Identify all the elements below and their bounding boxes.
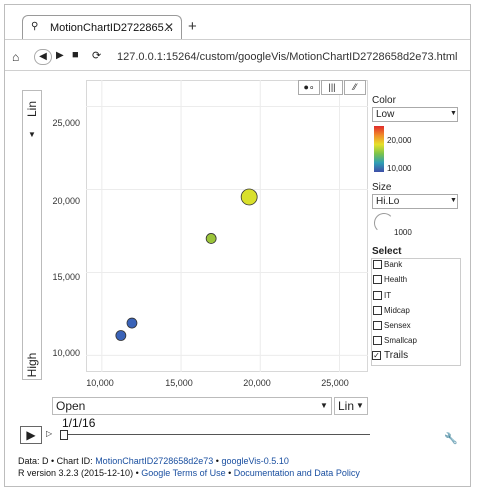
select-item-label: Bank — [384, 260, 403, 269]
x-tick-label: 25,000 — [321, 378, 349, 388]
bubble-chart-tab[interactable]: ●∘ — [298, 80, 320, 95]
new-tab-button[interactable]: + — [188, 18, 197, 35]
x-variable-label: Open — [56, 399, 86, 413]
select-item-label: IT — [384, 291, 392, 300]
y-tick-label: 25,000 — [52, 118, 80, 128]
select-checkbox[interactable] — [373, 291, 382, 300]
select-item-label: Sensex — [384, 321, 411, 330]
tab-title: MotionChartID2722865... — [50, 22, 173, 34]
tab-close-icon[interactable]: ✕ — [164, 20, 175, 34]
timeline-track[interactable] — [60, 434, 370, 435]
footer-r-version: R version 3.2.3 (2015-12-10) • — [18, 468, 142, 478]
select-checkbox[interactable] — [373, 306, 382, 315]
y-scale-dropdown-icon[interactable]: ▼ — [28, 130, 36, 139]
forward-icon[interactable]: ▶ — [56, 50, 64, 61]
select-checkbox[interactable] — [373, 275, 382, 284]
speed-control-icon[interactable]: ▷ — [46, 429, 53, 438]
color-select[interactable]: Low — [372, 107, 458, 122]
size-scale-circle-icon — [374, 213, 394, 233]
select-checkbox[interactable] — [373, 260, 382, 269]
settings-wrench-icon[interactable]: 🔧 — [444, 433, 458, 445]
terms-link[interactable]: Google Terms of Use — [141, 468, 226, 478]
data-bubble[interactable] — [115, 330, 127, 341]
address-bar — [5, 40, 470, 71]
colorbar-tick: 10,000 — [387, 164, 412, 173]
color-dropdown-icon[interactable]: ▼ — [450, 110, 457, 117]
select-item-label: Health — [384, 275, 408, 284]
browser-window — [4, 4, 471, 487]
googlevis-link[interactable]: googleVis-0.5.10 — [221, 456, 289, 466]
y-tick-label: 10,000 — [52, 348, 80, 358]
chart-id-link[interactable]: MotionChartID2728658d2e73 — [95, 456, 214, 466]
size-select-value: Hi.Lo — [376, 196, 400, 207]
size-dropdown-icon[interactable]: ▼ — [450, 197, 457, 204]
footer-separator: • — [213, 456, 222, 466]
trails-checkbox[interactable]: ✓ — [372, 351, 381, 360]
select-list — [371, 258, 461, 366]
home-icon[interactable]: ⌂ — [12, 50, 20, 64]
folder-icon[interactable]: ■ — [72, 49, 79, 61]
x-scale-label: Lin — [338, 399, 355, 413]
current-date: 1/1/16 — [62, 416, 96, 430]
page-icon: ⚲ — [31, 21, 39, 32]
browser-tab[interactable] — [22, 15, 182, 39]
chart-svg — [86, 80, 368, 372]
footer-line-2: R version 3.2.3 (2015-12-10) • Google Te… — [18, 468, 360, 478]
x-tick-label: 10,000 — [86, 378, 114, 388]
trails-label: Trails — [384, 350, 409, 361]
select-checkbox[interactable] — [373, 321, 382, 330]
footer-separator: • — [225, 468, 234, 478]
size-select[interactable]: Hi.Lo — [372, 194, 458, 209]
x-tick-label: 20,000 — [243, 378, 271, 388]
footer-data-label: Data: D • Chart ID: — [18, 456, 96, 466]
size-scale-value: 1000 — [394, 228, 412, 237]
color-label: Color — [372, 95, 396, 106]
x-scale-dropdown-icon[interactable]: ▼ — [356, 401, 364, 410]
url-field[interactable]: 127.0.0.1:15264/custom/googleVis/MotionC… — [117, 51, 458, 63]
back-icon[interactable]: ◀ — [34, 49, 52, 65]
y-variable-label[interactable]: High — [25, 352, 39, 378]
select-label: Select — [372, 246, 402, 257]
data-bubble[interactable] — [205, 233, 217, 244]
refresh-icon[interactable]: ⟳ — [92, 50, 102, 62]
policy-link[interactable]: Documentation and Data Policy — [233, 468, 360, 478]
x-scale-selector[interactable] — [334, 397, 368, 415]
color-select-value: Low — [376, 109, 395, 120]
data-bubble[interactable] — [126, 317, 138, 329]
x-variable-dropdown-icon[interactable]: ▼ — [320, 401, 328, 410]
data-bubble[interactable] — [240, 188, 258, 206]
timeline-thumb[interactable] — [60, 430, 68, 440]
select-checkbox[interactable] — [373, 336, 382, 345]
colorbar-tick: 20,000 — [387, 136, 412, 145]
footer-line-1: Data: D • Chart ID: MotionChartID2728658… — [18, 456, 289, 466]
select-item-label: Smallcap — [384, 336, 417, 345]
size-label: Size — [372, 182, 392, 193]
play-button[interactable]: ▶ — [20, 426, 42, 444]
select-item-label: Midcap — [384, 306, 410, 315]
y-tick-label: 20,000 — [52, 196, 80, 206]
y-scale-label[interactable]: Lin — [25, 101, 39, 118]
y-axis-selector[interactable] — [22, 90, 42, 380]
line-chart-tab[interactable]: ⁄⁄ — [344, 80, 366, 95]
color-scale-bar — [374, 126, 384, 172]
x-axis-selector[interactable] — [52, 397, 332, 415]
x-tick-label: 15,000 — [165, 378, 193, 388]
bar-chart-tab[interactable]: ||| — [321, 80, 343, 95]
y-tick-label: 15,000 — [52, 272, 80, 282]
